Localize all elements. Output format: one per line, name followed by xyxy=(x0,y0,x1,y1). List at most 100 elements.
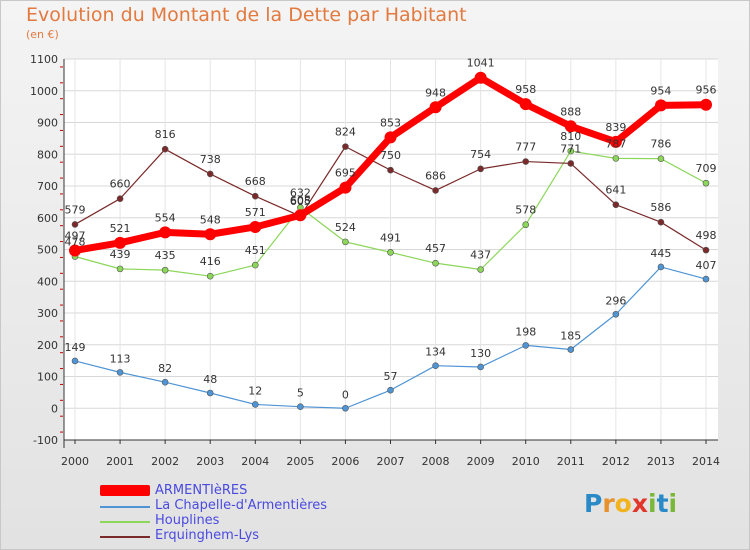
data-label-1: 296 xyxy=(605,294,626,307)
x-tick-label: 2001 xyxy=(106,455,134,468)
series-point-1 xyxy=(387,386,394,394)
series-point-1 xyxy=(702,275,710,283)
data-label-3: 668 xyxy=(245,175,266,188)
data-label-2: 632 xyxy=(290,187,311,200)
data-label-1: 12 xyxy=(248,384,262,397)
series-point-0 xyxy=(429,101,442,114)
data-label-3: 586 xyxy=(650,201,671,214)
data-label-0: 948 xyxy=(425,86,446,99)
y-tick-label: 0 xyxy=(51,402,58,415)
legend-label-houplines: Houplines xyxy=(155,513,220,528)
series-point-0 xyxy=(294,209,307,222)
series-point-2 xyxy=(432,259,439,267)
x-tick-label: 2005 xyxy=(286,455,314,468)
y-tick-label: 700 xyxy=(37,180,58,193)
series-point-2 xyxy=(206,272,214,280)
series-point-2 xyxy=(387,249,394,256)
data-label-1: 0 xyxy=(342,388,349,401)
series-point-1 xyxy=(477,363,484,371)
series-point-3 xyxy=(567,160,575,167)
data-label-2: 787 xyxy=(605,137,626,150)
data-label-2: 439 xyxy=(110,248,131,261)
logo-letter-4: i xyxy=(648,489,657,518)
x-tick-label: 2000 xyxy=(61,455,89,468)
data-label-3: 771 xyxy=(560,142,581,155)
series-point-1 xyxy=(251,401,259,408)
legend-swatch-houplines xyxy=(100,521,150,523)
data-label-2: 457 xyxy=(425,242,446,255)
series-point-0 xyxy=(204,228,217,241)
data-label-2: 416 xyxy=(200,255,221,268)
data-label-1: 134 xyxy=(425,346,446,359)
logo-letter-3: x xyxy=(631,489,648,518)
data-label-0: 571 xyxy=(245,206,266,219)
data-label-0: 853 xyxy=(380,116,401,129)
y-tick-label: -100 xyxy=(33,434,58,447)
series-point-0 xyxy=(159,226,172,239)
data-label-1: 185 xyxy=(560,330,581,343)
series-point-0 xyxy=(114,236,127,249)
data-label-0: 888 xyxy=(560,105,581,118)
series-point-2 xyxy=(522,221,530,229)
data-label-2: 437 xyxy=(470,249,491,262)
series-point-3 xyxy=(387,166,394,174)
logo-letter-5: t xyxy=(656,489,669,518)
data-label-3: 754 xyxy=(470,148,491,161)
data-label-1: 82 xyxy=(158,362,172,375)
logo-letter-1: r xyxy=(602,489,615,518)
x-tick-label: 2011 xyxy=(557,455,585,468)
series-point-2 xyxy=(342,238,349,246)
series-point-0 xyxy=(519,98,532,111)
series-point-2 xyxy=(567,147,575,155)
x-tick-label: 2009 xyxy=(467,455,495,468)
series-point-2 xyxy=(657,155,665,162)
series-point-3 xyxy=(657,218,665,226)
series-point-3 xyxy=(161,145,169,153)
legend-swatch-erquinghem xyxy=(100,536,150,538)
y-tick-label: 1100 xyxy=(30,53,58,66)
y-tick-label: 1000 xyxy=(30,85,58,98)
series-point-2 xyxy=(702,179,710,187)
series-point-1 xyxy=(342,404,349,412)
data-label-1: 407 xyxy=(696,259,717,272)
x-tick-label: 2013 xyxy=(647,455,675,468)
logo-letter-6: i xyxy=(668,489,678,518)
series-point-0 xyxy=(474,71,487,84)
y-tick-label: 300 xyxy=(37,307,58,320)
series-point-1 xyxy=(612,310,620,318)
data-label-2: 810 xyxy=(560,130,581,143)
data-label-0: 548 xyxy=(200,213,221,226)
x-tick-label: 2006 xyxy=(331,455,359,468)
logo-letter-0: P xyxy=(584,489,603,518)
data-label-1: 48 xyxy=(203,373,217,386)
data-label-3: 738 xyxy=(200,153,221,166)
series-point-1 xyxy=(116,369,124,376)
series-point-2 xyxy=(116,265,124,273)
series-point-1 xyxy=(161,378,169,386)
series-point-2 xyxy=(251,261,259,269)
y-tick-label: 600 xyxy=(37,212,58,225)
series-point-3 xyxy=(71,221,79,228)
data-label-2: 491 xyxy=(380,231,401,244)
y-tick-label: 500 xyxy=(37,244,58,257)
series-point-0 xyxy=(700,98,712,111)
data-label-1: 57 xyxy=(384,370,398,383)
series-point-3 xyxy=(477,165,484,173)
series-point-0 xyxy=(339,181,352,194)
chart-subtitle: (en €) xyxy=(26,28,59,41)
data-label-1: 5 xyxy=(297,387,304,400)
series-point-1 xyxy=(297,403,304,410)
legend-label-erquinghem: Erquinghem-Lys xyxy=(155,528,260,543)
series-point-2 xyxy=(477,266,484,273)
x-tick-label: 2003 xyxy=(196,455,224,468)
data-label-3: 498 xyxy=(696,229,717,242)
series-point-3 xyxy=(206,170,214,178)
x-tick-label: 2010 xyxy=(512,455,540,468)
data-label-1: 113 xyxy=(110,352,131,365)
series-point-3 xyxy=(251,192,259,200)
logo-letter-2: o xyxy=(614,489,632,518)
data-label-0: 497 xyxy=(65,229,86,242)
data-label-3: 579 xyxy=(65,203,86,216)
data-label-3: 686 xyxy=(425,169,446,182)
data-label-3: 641 xyxy=(605,184,626,197)
